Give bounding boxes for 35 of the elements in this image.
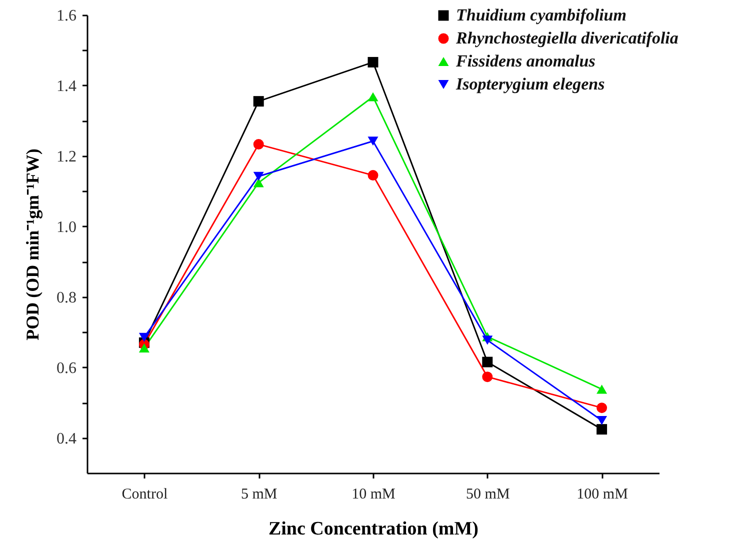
y-axis-title: POD (OD min⁻¹gm⁻¹FW) — [22, 148, 42, 340]
point — [368, 136, 378, 146]
y-tick-label: 1.4 — [56, 78, 76, 95]
x-tick-label: 100 mM — [576, 486, 628, 502]
y-tick-label: 1.0 — [56, 218, 76, 236]
point — [596, 424, 608, 435]
point — [482, 336, 493, 345]
point — [368, 170, 378, 181]
point — [253, 178, 264, 188]
x-axis-title: Zinc Concentration (mM) — [268, 518, 479, 540]
legend-label: Rhynchostegiella divericatifolia — [455, 28, 679, 48]
point — [138, 332, 150, 342]
point — [253, 172, 264, 181]
point — [596, 384, 608, 394]
point — [596, 416, 608, 426]
x-tick-label: 5 mM — [240, 486, 278, 502]
point — [138, 343, 150, 352]
point — [368, 56, 378, 68]
y-tick-label: 0.4 — [56, 430, 76, 448]
point — [596, 402, 608, 414]
point — [253, 139, 264, 150]
point — [482, 372, 493, 382]
y-tick-label: 1.6 — [56, 8, 76, 24]
point — [482, 356, 493, 368]
x-tick-label: Control — [122, 486, 168, 502]
legend-label: Thuidium cyambifolium — [456, 6, 626, 24]
point — [368, 92, 378, 102]
point — [253, 96, 264, 107]
legend-label: Isopterygium elegens — [455, 74, 606, 94]
x-tick-label: 10 mM — [352, 486, 396, 502]
y-tick-label: 1.2 — [56, 148, 76, 166]
y-tick-label: 0.6 — [56, 360, 76, 377]
legend-label: Fissidens anomalus — [455, 52, 596, 70]
y-tick-label: 0.8 — [56, 289, 76, 306]
x-tick-label: 50 mM — [466, 486, 510, 502]
